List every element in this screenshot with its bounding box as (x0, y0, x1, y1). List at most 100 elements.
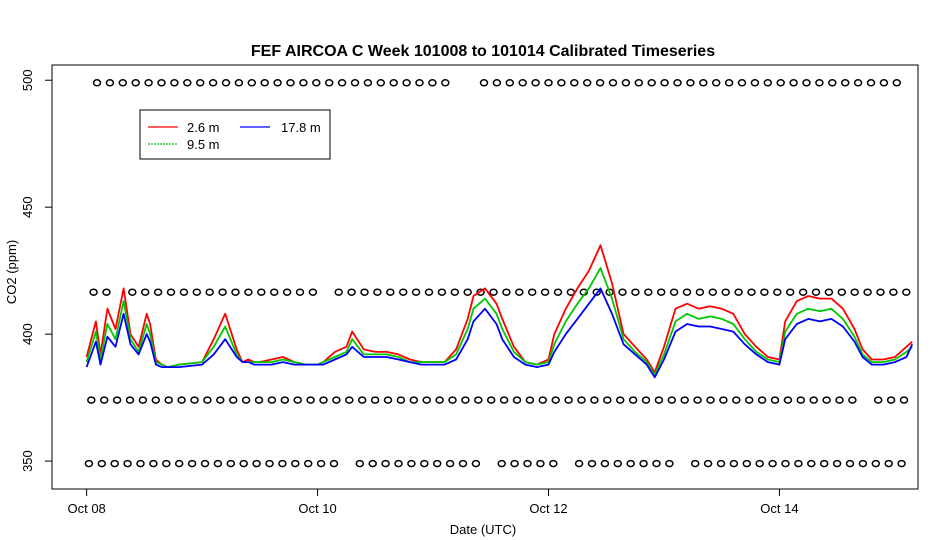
y-axis-label: CO2 (ppm) (4, 240, 19, 304)
flag-marker (644, 288, 653, 296)
flag-marker (203, 396, 212, 404)
flag-marker (628, 396, 638, 404)
flag-marker (411, 288, 421, 296)
flag-marker (512, 396, 522, 404)
flag-marker (744, 396, 754, 404)
flag-marker (450, 288, 460, 296)
flag-marker (128, 288, 137, 296)
flag-marker (179, 288, 189, 296)
flag-marker (582, 79, 592, 87)
flag-marker (474, 396, 483, 404)
flag-marker (247, 79, 257, 87)
flag-marker (523, 459, 532, 468)
x-axis: Oct 08 Oct 10 Oct 12 Oct 14 (67, 489, 799, 516)
flag-marker (574, 459, 584, 468)
flag-marker (652, 459, 661, 468)
flag-marker (699, 79, 708, 87)
flag-marker (737, 79, 747, 87)
flag-marker (835, 396, 844, 404)
flag-marker (84, 459, 94, 468)
flag-marker (716, 459, 726, 468)
flag-marker (729, 459, 739, 468)
flag-marker (140, 288, 150, 296)
flag-marker (213, 459, 223, 468)
flag-marker (785, 288, 795, 296)
flag-marker (626, 459, 635, 468)
legend: 2.6 m 9.5 m 17.8 m (139, 109, 331, 160)
flag-marker (458, 459, 468, 468)
flag-marker (334, 288, 343, 296)
flag-marker (174, 459, 184, 468)
flag-marker (711, 79, 721, 87)
flag-marker (763, 79, 773, 87)
flag-marker (177, 396, 186, 404)
flag-marker (153, 288, 163, 296)
flag-marker (863, 288, 872, 296)
flag-marker (280, 396, 290, 404)
flag-marker (899, 396, 909, 404)
flag-marker (525, 396, 535, 404)
flag-marker (396, 396, 406, 404)
flag-marker (892, 79, 902, 87)
flag-marker (131, 79, 140, 87)
flag-marker (461, 396, 470, 404)
flag-marker (822, 396, 831, 404)
flag-marker (471, 459, 481, 468)
flag-marker (613, 459, 623, 468)
flag-marker (732, 396, 741, 404)
flag-marker (293, 396, 302, 404)
flag-marker (424, 288, 434, 296)
flag-marker (144, 79, 153, 87)
flag-marker (564, 396, 573, 404)
flag-marker (551, 396, 560, 404)
flag-marker (680, 396, 689, 404)
flag-marker (850, 288, 859, 296)
flag-marker (549, 459, 558, 468)
flag-marker (489, 288, 498, 296)
x-tick-label: Oct 10 (298, 501, 336, 516)
data-series (85, 244, 914, 379)
flag-marker (871, 459, 881, 468)
y-tick-label: 450 (20, 196, 35, 218)
flag-marker (789, 79, 798, 87)
flag-marker (208, 79, 218, 87)
flag-marker (706, 396, 715, 404)
flag-marker (329, 459, 339, 468)
flag-marker (902, 288, 911, 296)
flag-marker (682, 288, 692, 296)
flag-marker (332, 396, 341, 404)
flag-marker (299, 79, 308, 87)
flag-marker (151, 396, 161, 404)
flag-marker (205, 288, 214, 296)
flag-marker (719, 396, 728, 404)
flag-marker (218, 288, 227, 296)
flag-marker (703, 459, 713, 468)
flag-marker (136, 459, 145, 468)
flag-marker (757, 396, 767, 404)
flag-marker (590, 396, 599, 404)
flag-marker (595, 79, 605, 87)
flag-marker (858, 459, 868, 468)
plot-frame (51, 64, 919, 490)
flag-marker (886, 396, 896, 404)
flag-marker (631, 288, 640, 296)
flag-marker (499, 396, 509, 404)
flag-marker (724, 79, 734, 87)
flag-marker (347, 288, 356, 296)
flag-marker (360, 288, 369, 296)
flag-marker (876, 288, 885, 296)
flag-marker (102, 288, 111, 296)
flag-marker (112, 396, 122, 404)
flag-marker (840, 79, 850, 87)
flag-marker (383, 396, 393, 404)
flag-marker (747, 288, 756, 296)
flag-marker (357, 396, 367, 404)
flag-marker (312, 79, 321, 87)
y-tick-label: 400 (20, 323, 35, 345)
flag-marker (693, 396, 702, 404)
flag-marker (647, 79, 656, 87)
flag-marker (216, 396, 225, 404)
flag-marker (319, 396, 328, 404)
flag-marker (781, 459, 790, 468)
